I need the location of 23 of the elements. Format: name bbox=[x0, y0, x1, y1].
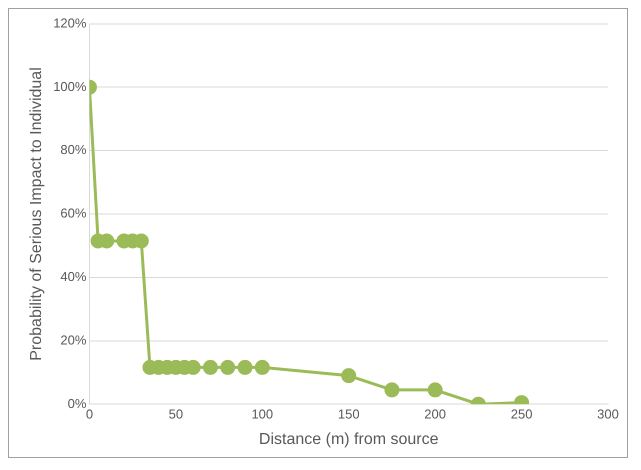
x-tick-label: 100 bbox=[251, 406, 274, 422]
y-tick-label: 60% bbox=[60, 206, 87, 221]
point bbox=[341, 368, 356, 384]
y-tick-label: 20% bbox=[60, 332, 87, 348]
point bbox=[254, 360, 270, 375]
x-tick-label: 250 bbox=[510, 406, 532, 422]
point bbox=[202, 360, 218, 375]
point bbox=[220, 360, 236, 375]
point bbox=[428, 382, 443, 398]
y-tick-label: 100% bbox=[53, 78, 87, 94]
y-tick-label: 0% bbox=[68, 396, 87, 411]
x-tick-label: 200 bbox=[424, 406, 446, 422]
y-axis-title: Probability of Serious Impact to Individual bbox=[28, 67, 46, 361]
y-tick-label: 80% bbox=[60, 142, 87, 158]
point bbox=[238, 360, 253, 375]
y-tick-label: 40% bbox=[60, 268, 87, 284]
x-tick-label: 300 bbox=[597, 406, 619, 422]
x-tick-label: 0 bbox=[86, 406, 94, 422]
x-axis-title: Distance (m) from source bbox=[258, 430, 439, 448]
point bbox=[384, 382, 400, 398]
x-tick-label: 150 bbox=[338, 406, 360, 422]
x-tick-label: 50 bbox=[168, 406, 184, 422]
y-tick-label: 120% bbox=[53, 15, 87, 30]
